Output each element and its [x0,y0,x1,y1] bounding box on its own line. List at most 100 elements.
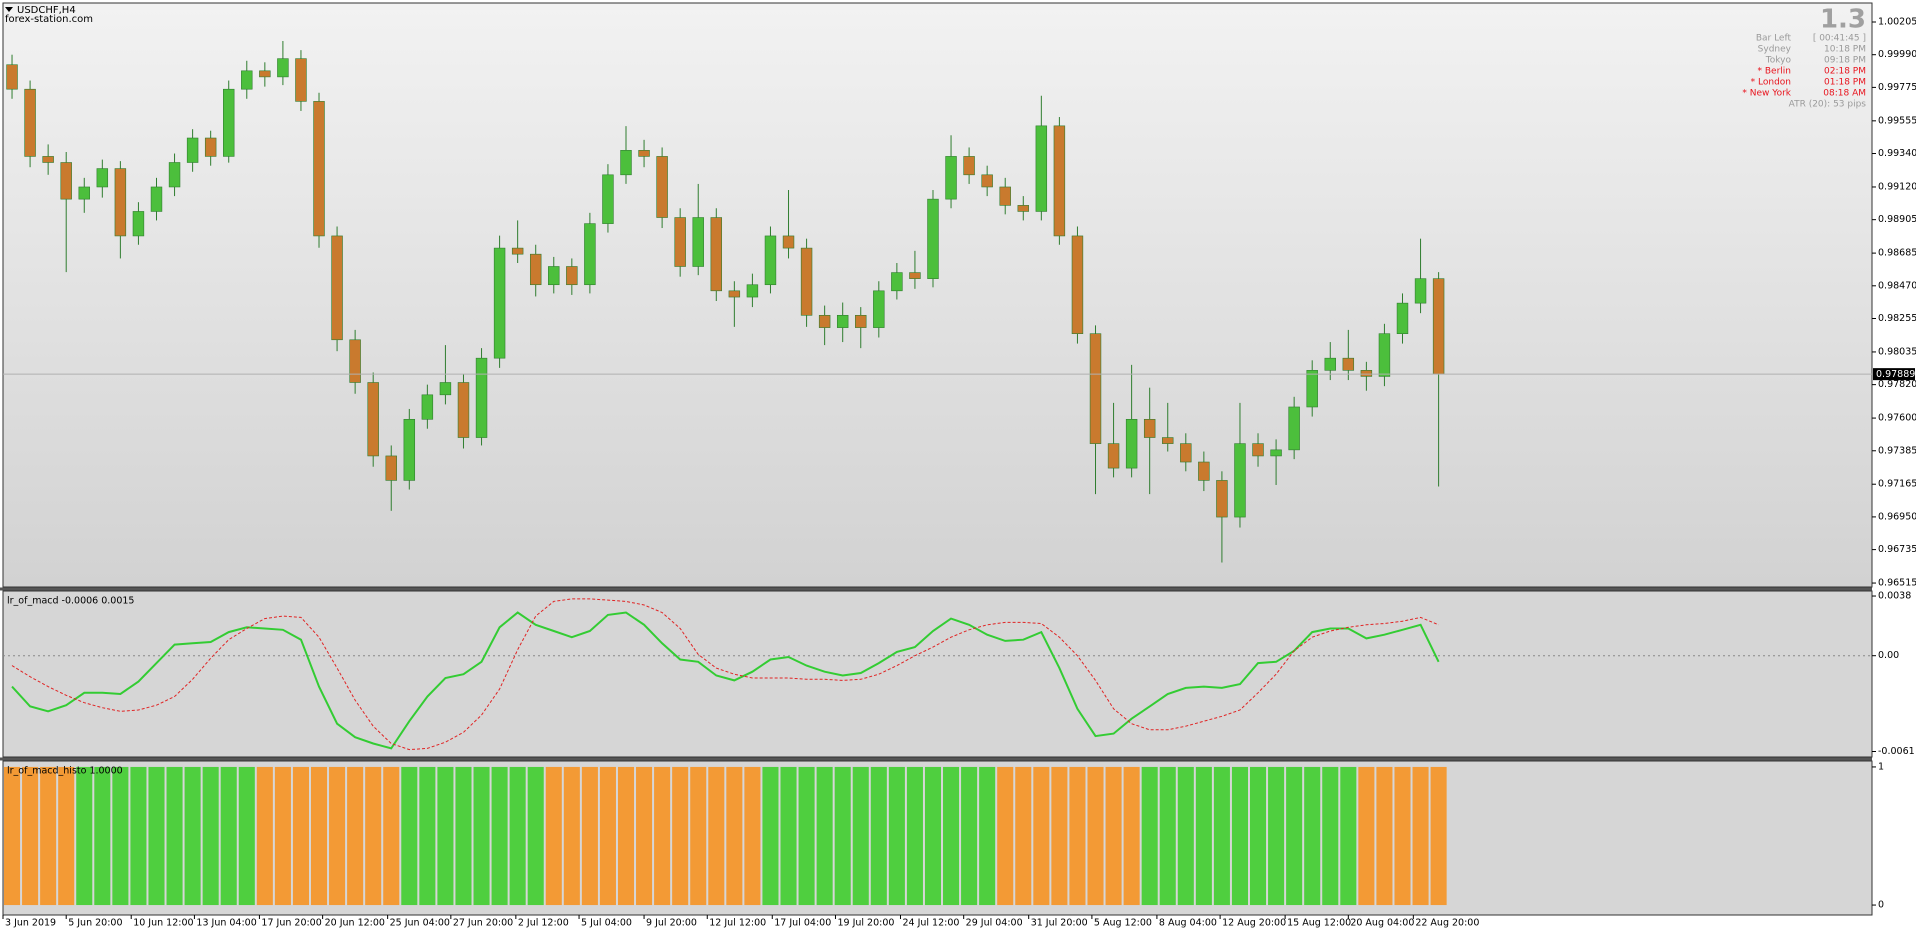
histo-bar [672,766,689,906]
candle-body [1107,443,1120,469]
histo-bar [1105,766,1122,906]
candle-body [60,162,72,200]
y-tick-label: 0.97385 [1878,445,1916,456]
histo-bar [870,766,887,906]
histo-bar [220,766,237,906]
histo-bar [654,766,671,906]
histo-bar [401,766,418,906]
histo-bar [762,766,779,906]
candle-body [836,314,849,328]
candle-body [1017,205,1029,212]
candle-body [1378,333,1391,377]
histo-bar [1033,766,1050,906]
histo-bar [58,766,75,906]
x-tick-label: 15 Aug 12:00 [1287,918,1351,929]
histo-bar [1141,766,1158,906]
candle-body [439,382,452,396]
candle-body [891,272,903,292]
info-label: Sydney [1758,45,1792,55]
candle-body [150,186,163,212]
candle-body [602,174,614,224]
y-tick-label: 0.96950 [1878,511,1916,522]
plot-layer: 0.97889 1.00205 0.99990 0.99775 0.99555 0.993… [2,5,1916,929]
candle-body [457,382,470,438]
y-tick-label: 0.00 [1878,650,1899,661]
histo-bar [617,766,635,906]
x-tick-label: 12 Aug 20:00 [1222,918,1286,929]
info-label: Tokyo [1765,56,1792,66]
y-tick-label: 0.0038 [1878,591,1911,602]
y-tick-label: 1.00205 [1878,17,1916,28]
histo-bar [166,766,183,906]
histo-bar [1250,766,1267,906]
candle-body [764,235,777,286]
candle-body [818,314,831,328]
histo-bar [491,766,508,906]
macd-panel [2,590,1873,758]
info-label: * Berlin [1758,67,1791,77]
x-tick-label: 22 Aug 20:00 [1415,918,1479,929]
candle-body [1089,333,1102,444]
histo-bar [690,766,707,906]
histo-bar [1177,766,1194,906]
candle-body [909,272,921,279]
histo-bar [1159,766,1176,906]
histo-bar [365,766,382,906]
histo-bar [1015,766,1032,906]
info-value: 02:18 PM [1824,67,1866,77]
histo-bar [545,766,562,906]
candle-body [1216,480,1228,518]
info-big: 1.3 [1820,5,1866,35]
x-tick-label: 5 Jun 20:00 [68,918,122,929]
candle-body [511,247,524,255]
candle-body [114,168,127,237]
x-tick-label: 17 Jun 20:00 [261,918,321,929]
y-tick-label: 0.99120 [1878,181,1916,192]
x-tick-label: 2 Jul 12:00 [518,918,569,929]
candle-body [800,247,813,316]
x-tick-label: 24 Jul 12:00 [902,918,959,929]
candle-body [78,186,90,200]
histo-bar [852,766,869,906]
histo-bar [726,766,743,906]
candle-body [1306,370,1318,408]
histo-bar [310,766,328,906]
candle-body [782,235,795,249]
candle-body [1162,437,1174,444]
y-tick-label: 0.97600 [1878,413,1916,424]
candle-body [981,174,993,188]
candle-body [674,217,686,267]
y-tick-label: 0.98905 [1878,214,1916,225]
histo-bar [798,766,815,906]
histo-bar [1268,766,1285,906]
info-label: * London [1751,78,1791,88]
histo-bar [238,766,255,906]
histo-bar [329,766,346,906]
info-label: Bar Left [1756,34,1792,44]
candle-body [168,162,181,188]
histo-bar [636,766,653,906]
histo-bar [437,766,454,906]
source-label: forex-station.com [5,14,93,25]
histo-bar [148,766,165,906]
candle-body [999,186,1011,206]
histo-bar [979,766,996,906]
histo-bar [455,766,472,906]
y-tick-label: 0.97165 [1878,479,1916,490]
candle-body [24,88,36,157]
histo-bar [22,766,39,906]
candle-body [1432,278,1445,375]
candle-body [1360,370,1373,377]
candle-body [566,266,578,286]
histo-bar [40,766,57,906]
candle-body [385,455,397,481]
x-tick-label: 19 Jul 20:00 [837,918,894,929]
histo-bar [1087,766,1104,906]
histo-bar [4,766,21,906]
candle-body [1270,449,1282,457]
candle-body [1288,406,1300,451]
candle-body [656,156,668,218]
current-price-label: 0.97889 [1876,369,1915,380]
x-tick-label: 13 Jun 04:00 [196,918,256,929]
